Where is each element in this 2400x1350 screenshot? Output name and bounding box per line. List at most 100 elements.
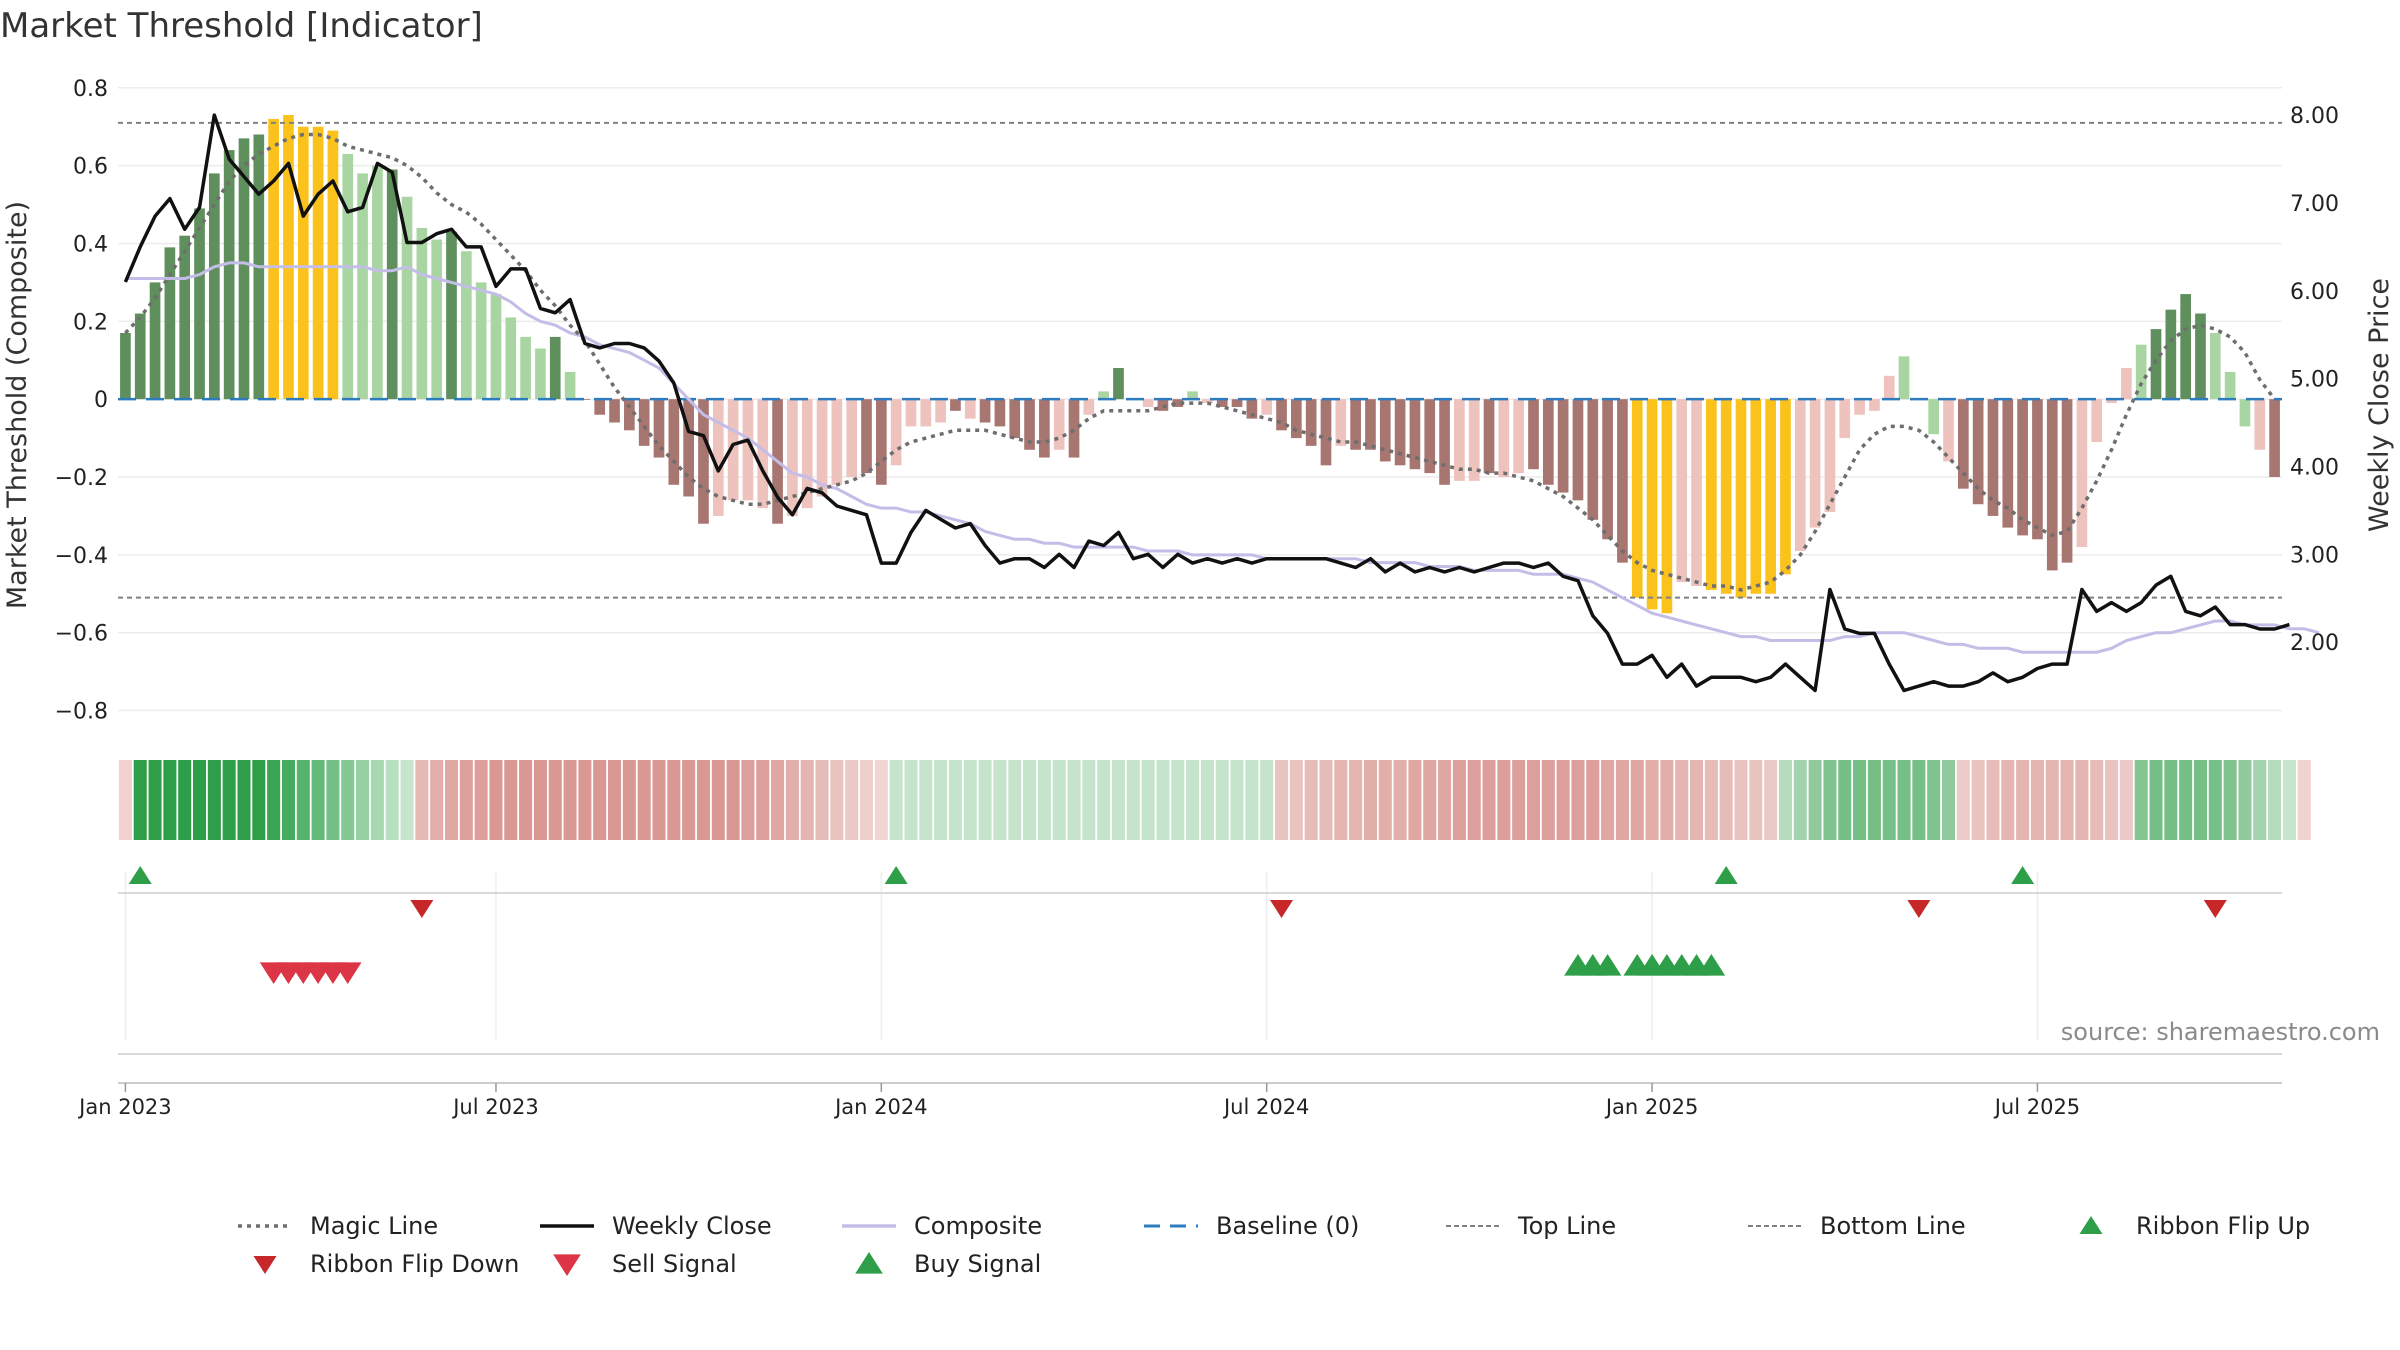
composite-bar (327, 130, 339, 400)
composite-bar (1898, 356, 1910, 400)
composite-bar (742, 399, 754, 501)
composite-bar (861, 399, 872, 474)
ribbon-cell (504, 760, 518, 840)
composite-bar (1379, 399, 1391, 462)
composite-bar (727, 399, 739, 501)
composite-bar (164, 247, 176, 400)
ribbon-cell (2105, 760, 2119, 840)
ribbon-flip-up-marker (884, 866, 908, 884)
y-right-tick-label: 4.00 (2290, 455, 2339, 480)
ribbon-cell (2297, 760, 2311, 840)
ribbon-cell (904, 760, 918, 840)
composite-bar (564, 371, 576, 400)
composite-bar (890, 399, 902, 466)
legend-label: Baseline (0) (1216, 1212, 1359, 1240)
composite-bar (1439, 399, 1450, 485)
composite-bar (194, 208, 205, 400)
ribbon-cell (370, 760, 384, 840)
ribbon-cell (1023, 760, 1037, 840)
composite-bar (1498, 399, 1510, 478)
y-right-axis-label: Weekly Close Price (2364, 278, 2395, 532)
composite-bar (2032, 399, 2043, 540)
composite-bar (1854, 399, 1865, 415)
ribbon-cell (1378, 760, 1392, 840)
composite-bar (831, 399, 843, 485)
composite-bar (1631, 399, 1643, 598)
composite-bar (490, 294, 502, 400)
ribbon-cell (341, 760, 355, 840)
composite-bar (446, 231, 457, 400)
ribbon-cell (459, 760, 473, 840)
ribbon-cell (1571, 760, 1585, 840)
composite-bar (1068, 399, 1080, 458)
composite-bar (964, 399, 976, 419)
y-right-tick-label: 5.00 (2290, 368, 2339, 393)
legend-item: Ribbon Flip Down (253, 1250, 519, 1278)
composite-bar (1305, 399, 1317, 446)
legend-item: Weekly Close (540, 1212, 772, 1240)
x-tick-label: Jul 2025 (1993, 1095, 2080, 1119)
ribbon-cell (563, 760, 577, 840)
composite-bar (1602, 399, 1613, 540)
ribbon-cell (1838, 760, 1852, 840)
ribbon-cell (2193, 760, 2208, 840)
composite-bar (1557, 399, 1569, 493)
x-tick-label: Jan 2024 (833, 1095, 928, 1119)
ribbon-flip-down-marker (1907, 900, 1931, 918)
legend-item: Bottom Line (1748, 1212, 1966, 1240)
buy-signal-marker (1593, 954, 1622, 976)
legend-swatch (553, 1254, 581, 1276)
ribbon-cell (1200, 760, 1214, 840)
composite-bar (2239, 399, 2251, 427)
composite-bar (2269, 399, 2280, 478)
ribbon-cell (993, 760, 1007, 840)
ribbon-cell (934, 760, 948, 840)
composite-bar (2195, 313, 2206, 400)
composite-bar (1187, 391, 1198, 400)
composite-bar (2209, 332, 2221, 400)
legend-swatch (2079, 1216, 2103, 1234)
composite-bar (2165, 309, 2177, 400)
ribbon-cell (1986, 760, 2000, 840)
ribbon-cell (1526, 760, 1541, 840)
ribbon-cell (1556, 760, 1570, 840)
composite-bar (1335, 399, 1347, 446)
y-tick-label: 0.6 (73, 155, 108, 180)
chart-title: Market Threshold [Indicator] (0, 6, 483, 46)
ribbon-cell (919, 760, 933, 840)
composite-bar (1765, 399, 1776, 594)
composite-bar (312, 126, 324, 400)
composite-bar (609, 399, 620, 423)
y-right-tick-label: 3.00 (2290, 543, 2339, 568)
ribbon-cell (548, 760, 562, 840)
ribbon-cell (1645, 760, 1659, 840)
composite-bar (1483, 399, 1495, 474)
ribbon-cell (1037, 760, 1051, 840)
composite-bar (2121, 368, 2132, 400)
ribbon-cell (1334, 760, 1348, 840)
legend-item: Ribbon Flip Up (2079, 1212, 2310, 1240)
ribbon-cell (1260, 760, 1274, 840)
composite-bar (875, 399, 887, 485)
composite-bar (1009, 399, 1021, 439)
ribbon-cell (1734, 760, 1748, 840)
ribbon-cell (444, 760, 459, 840)
ribbon-cell (267, 760, 281, 840)
composite-bar (1291, 399, 1302, 439)
composite-bar (431, 239, 443, 400)
composite-bar (1320, 399, 1332, 466)
composite-bar (460, 251, 472, 400)
sell-signal-marker (333, 962, 362, 984)
composite-bar (1039, 399, 1050, 458)
y-tick-label: 0 (94, 388, 108, 413)
ribbon-cell (800, 760, 814, 840)
composite-bar (1646, 399, 1658, 610)
legend-label: Composite (914, 1212, 1042, 1240)
composite-bar (1587, 399, 1599, 520)
composite-bar (2061, 399, 2073, 563)
composite-bar (283, 115, 294, 400)
composite-bar (475, 282, 487, 400)
legend-label: Buy Signal (914, 1250, 1041, 1278)
ribbon-cell (2090, 760, 2104, 840)
